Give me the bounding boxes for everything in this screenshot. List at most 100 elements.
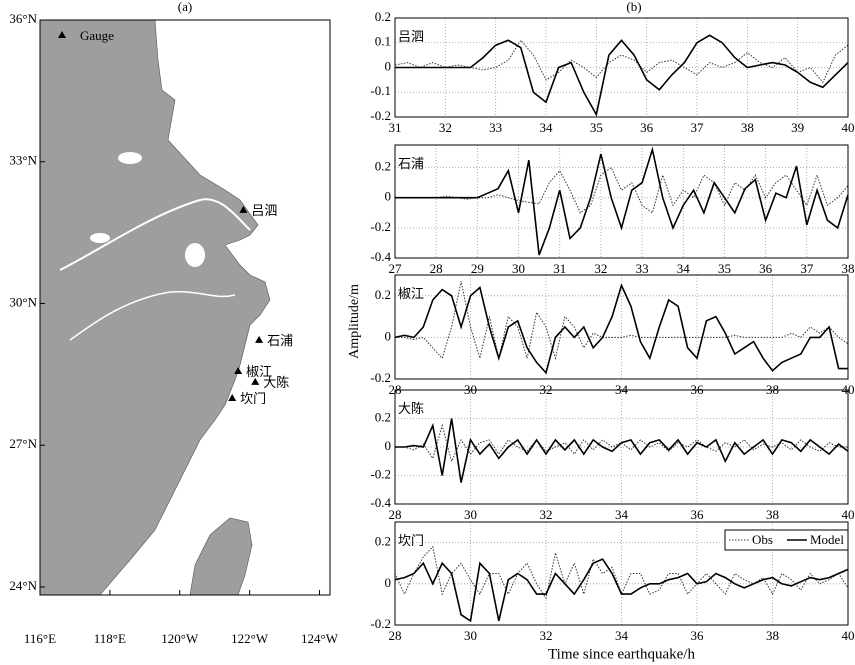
x-tick-label: 38: [741, 120, 754, 135]
x-tick-label: 38: [766, 382, 779, 397]
y-tick-label: -0.2: [370, 466, 391, 481]
x-tick-label: 38: [766, 628, 779, 643]
panel-title: (a): [178, 0, 192, 14]
x-tick-label: 27: [389, 261, 403, 276]
station-label: 吕泗: [398, 29, 424, 44]
x-tick-label: 116°E: [24, 631, 56, 646]
x-tick-label: 35: [590, 120, 603, 135]
x-tick-label: 36: [759, 261, 773, 276]
y-tick-label: 0.2: [375, 9, 391, 24]
series-line: [395, 34, 849, 117]
station-label: 大陈: [398, 401, 424, 416]
y-tick-label: -0.2: [370, 108, 391, 123]
x-tick-label: 28: [430, 261, 443, 276]
plot-frame: [394, 521, 849, 626]
station-label: 坎门: [398, 533, 424, 548]
y-tick-label: -0.1: [370, 83, 391, 98]
y-tick-label: 27°N: [9, 436, 37, 451]
plot-frame: [394, 17, 849, 118]
gauge-marker: [228, 393, 237, 401]
station-label: 石浦: [398, 156, 424, 171]
map-river: [69, 290, 236, 341]
x-tick-label: 30: [464, 382, 477, 397]
x-tick-label: 28: [389, 382, 402, 397]
y-tick-label: 0: [385, 58, 392, 73]
y-axis-label: Amplitude/m: [347, 284, 362, 359]
series-line: [394, 283, 848, 375]
x-tick-label: 36: [691, 628, 705, 643]
y-tick-label: -0.2: [370, 370, 391, 385]
y-tick-label: 24°N: [9, 578, 37, 593]
x-tick-label: 118°E: [94, 631, 126, 646]
x-tick-label: 34: [615, 507, 629, 522]
gauge-label: 椒江: [246, 364, 272, 379]
y-tick-label: 30°N: [9, 294, 37, 309]
x-tick-label: 33: [636, 261, 649, 276]
series-line: [394, 558, 849, 623]
map-land: [39, 19, 271, 596]
x-tick-label: 40: [842, 120, 855, 135]
y-tick-label: 0.2: [375, 159, 391, 174]
x-axis-label: Time since earthquake/h: [548, 646, 695, 662]
map-lake: [185, 243, 205, 267]
x-tick-label: 40: [842, 628, 855, 643]
x-tick-label: 29: [471, 261, 484, 276]
y-tick-label: 0.2: [375, 409, 391, 424]
series-line: [395, 146, 849, 256]
y-tick-label: 0.1: [375, 34, 391, 49]
series-line: [395, 281, 849, 361]
panel-title: (b): [626, 0, 641, 14]
x-tick-label: 124°W: [301, 631, 339, 646]
map-frame: [39, 19, 331, 596]
y-tick-label: 0: [385, 328, 392, 343]
y-tick-label: -0.4: [370, 249, 391, 264]
x-tick-label: 40: [842, 382, 855, 397]
x-tick-label: 38: [766, 507, 779, 522]
x-tick-label: 34: [615, 382, 629, 397]
y-tick-label: 0: [385, 575, 392, 590]
gauge-marker: [234, 367, 243, 375]
y-tick-label: 36°N: [9, 11, 37, 26]
x-tick-label: 36: [691, 507, 705, 522]
x-tick-label: 28: [389, 628, 402, 643]
series-line: [394, 545, 849, 600]
gauge-label: 吕泗: [251, 203, 277, 218]
y-tick-label: 33°N: [9, 153, 37, 168]
x-tick-label: 30: [464, 628, 477, 643]
x-tick-label: 120°W: [161, 631, 199, 646]
x-tick-label: 38: [842, 261, 855, 276]
y-tick-label: 0: [385, 189, 392, 204]
map-lake: [118, 152, 142, 164]
gauge-label: 大陈: [263, 375, 289, 390]
legend-label: Obs: [752, 532, 773, 547]
series-line: [395, 418, 849, 483]
gauge-label: 石浦: [267, 333, 293, 348]
x-tick-label: 31: [389, 120, 402, 135]
x-tick-label: 32: [540, 382, 553, 397]
map-island: [189, 517, 253, 596]
legend-box: [724, 529, 849, 551]
x-tick-label: 40: [842, 507, 855, 522]
x-tick-label: 34: [540, 120, 554, 135]
x-tick-label: 28: [389, 507, 402, 522]
plot-frame: [394, 389, 849, 505]
x-tick-label: 122°W: [231, 631, 269, 646]
y-tick-label: 0.2: [375, 287, 391, 302]
map-river: [59, 198, 251, 271]
x-tick-label: 32: [540, 628, 553, 643]
x-tick-label: 31: [553, 261, 566, 276]
legend-label: Gauge: [80, 28, 114, 43]
y-tick-label: 0.2: [375, 534, 391, 549]
x-tick-label: 32: [540, 507, 553, 522]
x-tick-label: 36: [640, 120, 654, 135]
series-line: [394, 39, 849, 84]
gauge-marker: [255, 335, 264, 343]
series-line: [395, 423, 848, 463]
y-tick-label: -0.4: [370, 495, 391, 510]
gauge-marker: [239, 205, 248, 213]
x-tick-label: 37: [800, 261, 814, 276]
x-tick-label: 39: [791, 120, 804, 135]
map-lake: [90, 233, 110, 243]
gauge-marker: [251, 377, 260, 385]
